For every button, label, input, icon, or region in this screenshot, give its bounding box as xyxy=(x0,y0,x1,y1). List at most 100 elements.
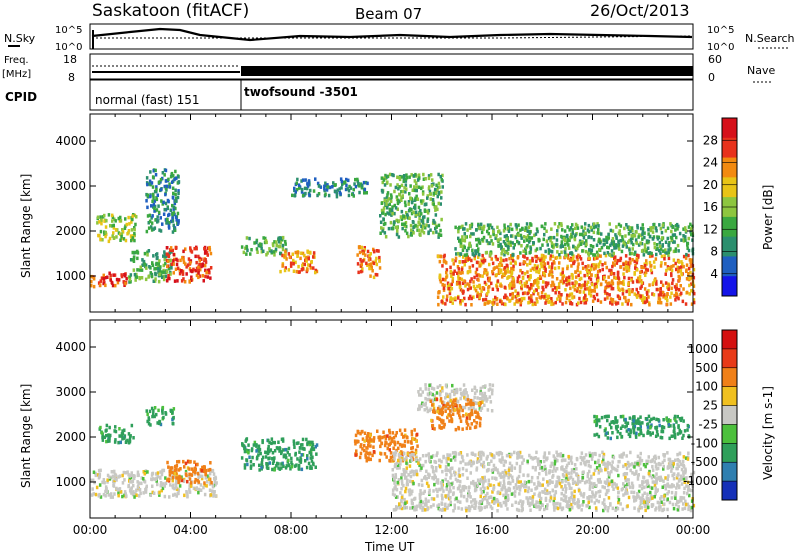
echo-cell xyxy=(526,263,529,267)
echo-cell xyxy=(175,257,178,262)
echo-cell xyxy=(612,481,615,486)
echo-cell xyxy=(689,282,693,286)
echo-cell xyxy=(98,220,101,224)
echo-cell xyxy=(209,266,213,270)
echo-cell xyxy=(486,468,490,472)
echo-cell xyxy=(249,466,253,470)
echo-cell xyxy=(617,500,620,505)
echo-cell xyxy=(204,268,207,273)
echo-cell xyxy=(585,267,588,272)
echo-cell xyxy=(604,492,608,497)
echo-cell xyxy=(381,211,385,215)
echo-cell xyxy=(692,276,696,280)
echo-cell xyxy=(606,251,610,255)
echo-cell xyxy=(403,497,406,502)
echo-cell xyxy=(513,466,517,470)
echo-cell xyxy=(654,486,657,490)
echo-cell xyxy=(297,463,301,468)
echo-cell xyxy=(612,487,615,491)
echo-cell xyxy=(486,241,490,246)
echo-cell xyxy=(393,481,396,485)
echo-cell xyxy=(523,271,527,276)
echo-cell xyxy=(408,216,411,220)
echo-cell xyxy=(685,268,688,272)
echo-cell xyxy=(118,474,122,478)
echo-cell xyxy=(522,235,526,239)
echo-cell xyxy=(638,274,642,279)
echo-cell xyxy=(445,460,449,464)
echo-cell xyxy=(663,502,666,506)
echo-cell xyxy=(569,226,573,230)
echo-cell xyxy=(357,270,360,275)
echo-cell xyxy=(651,464,654,469)
echo-cell xyxy=(614,258,617,263)
echo-cell xyxy=(375,249,379,253)
echo-cell xyxy=(475,273,479,277)
echo-cell xyxy=(414,223,417,228)
echo-cell xyxy=(639,241,642,245)
echo-cell xyxy=(687,507,690,512)
echo-cell xyxy=(570,232,573,237)
echo-cell xyxy=(509,282,512,287)
echo-cell xyxy=(586,273,589,277)
echo-cell xyxy=(426,209,429,213)
echo-cells xyxy=(90,168,696,307)
echo-cell xyxy=(314,465,317,469)
echo-cell xyxy=(625,223,628,227)
echo-cell xyxy=(288,255,292,259)
echo-cell xyxy=(439,174,442,179)
echo-cell xyxy=(201,274,205,278)
echo-cell xyxy=(660,495,663,499)
echo-cell xyxy=(136,470,140,474)
echo-cell xyxy=(418,222,422,227)
echo-cell xyxy=(644,479,648,484)
echo-cell xyxy=(411,220,415,224)
echo-cell xyxy=(357,430,360,434)
echo-cell xyxy=(542,280,545,284)
echo-cell xyxy=(413,437,417,441)
echo-cell xyxy=(397,478,401,482)
echo-cell xyxy=(663,254,666,258)
echo-cell xyxy=(245,449,248,453)
echo-cell xyxy=(117,278,121,282)
echo-cell xyxy=(303,447,306,451)
echo-cell xyxy=(383,443,387,448)
echo-cell xyxy=(347,178,350,183)
echo-cell xyxy=(619,455,622,459)
echo-cell xyxy=(593,289,596,293)
echo-cell xyxy=(614,233,617,237)
echo-cell xyxy=(580,283,584,288)
echo-cell xyxy=(304,459,307,463)
echo-cell xyxy=(624,478,628,483)
echo-cell xyxy=(606,296,609,300)
echo-cell xyxy=(172,207,175,211)
echo-cell xyxy=(172,252,176,257)
echo-cell xyxy=(555,285,558,290)
echo-cell xyxy=(587,500,590,505)
echo-cell xyxy=(391,492,395,496)
echo-cell xyxy=(188,490,192,494)
echo-cell xyxy=(595,243,599,247)
echo-cell xyxy=(544,469,548,474)
echo-cell xyxy=(92,470,96,474)
echo-cell xyxy=(578,277,582,282)
echo-cell xyxy=(478,226,481,230)
echo-cell xyxy=(419,499,423,504)
echo-cell xyxy=(166,206,169,211)
echo-cell xyxy=(671,460,674,464)
echo-cell xyxy=(188,467,191,471)
echo-cell xyxy=(543,264,546,268)
echo-cell xyxy=(553,456,557,461)
echo-cell xyxy=(98,233,101,238)
echo-cell xyxy=(674,298,677,302)
echo-cell xyxy=(148,219,152,224)
echo-cell xyxy=(428,488,431,493)
echo-cell xyxy=(676,265,679,270)
echo-cell xyxy=(453,473,457,477)
echo-cell xyxy=(597,480,600,484)
echo-cell xyxy=(451,451,455,455)
echo-cell xyxy=(543,232,546,237)
echo-cell xyxy=(371,269,374,273)
echo-cell xyxy=(453,455,456,459)
echo-cell xyxy=(636,474,640,478)
